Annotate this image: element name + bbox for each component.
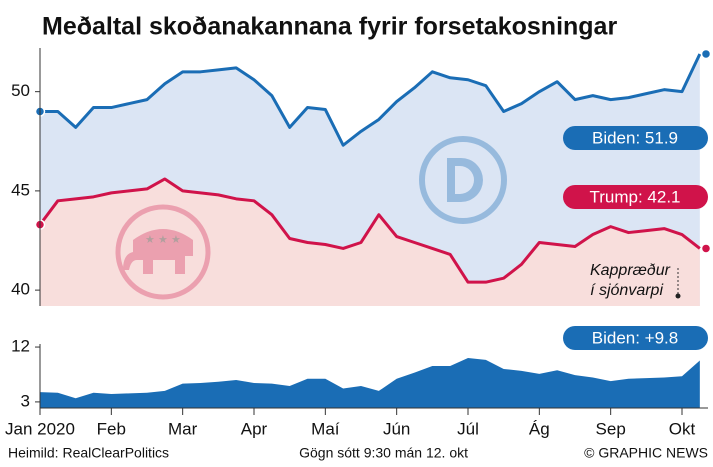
x-tick-label: Okt xyxy=(669,419,696,438)
label-box xyxy=(563,126,708,150)
republican-logo: ★ ★ ★ xyxy=(115,204,211,300)
retrieved: Gögn sótt 9:30 mán 12. okt xyxy=(299,445,468,461)
annotation: í sjónvarpi xyxy=(590,282,663,299)
x-tick-label: Mar xyxy=(168,419,198,438)
label-box xyxy=(563,326,708,350)
line xyxy=(38,177,701,284)
end-label: Biden: 51.9 xyxy=(592,128,678,147)
end-dot xyxy=(700,48,712,60)
line xyxy=(40,53,702,147)
end-label: Biden: +9.8 xyxy=(592,328,679,347)
x-tick-label: Ág xyxy=(529,419,550,438)
x-tick-label: Maí xyxy=(311,419,340,438)
svg-text:★: ★ xyxy=(158,234,168,246)
svg-text:★: ★ xyxy=(171,234,181,246)
x-tick-label: Jan 2020 xyxy=(5,419,75,438)
x-tick-label: Jún xyxy=(383,419,410,438)
y-tick-label: 40 xyxy=(11,280,30,299)
x-tick-label: Sep xyxy=(596,419,626,438)
end-dot xyxy=(700,243,712,254)
y-tick-label: 3 xyxy=(21,391,30,410)
source: Heimild: RealClearPolitics xyxy=(8,445,169,461)
label-box xyxy=(563,185,708,209)
y-tick-label: 45 xyxy=(11,180,30,199)
svg-text:★: ★ xyxy=(145,234,155,246)
x-tick-label: Júl xyxy=(457,419,479,438)
credit: © GRAPHIC NEWS xyxy=(584,445,708,461)
democrat-logo xyxy=(419,136,507,224)
y-tick-label: 12 xyxy=(11,337,30,356)
y-tick-label: 50 xyxy=(11,81,30,100)
annotation-dot xyxy=(675,293,681,299)
end-label: Trump: 42.1 xyxy=(589,187,680,206)
area-fill xyxy=(40,178,700,306)
annotation: Kappræður xyxy=(590,262,671,279)
area xyxy=(40,358,700,408)
x-tick-label: Feb xyxy=(97,419,126,438)
x-tick-label: Apr xyxy=(241,419,268,438)
chart-title: Meðaltal skoðanakannana fyrir forsetakos… xyxy=(42,13,617,41)
